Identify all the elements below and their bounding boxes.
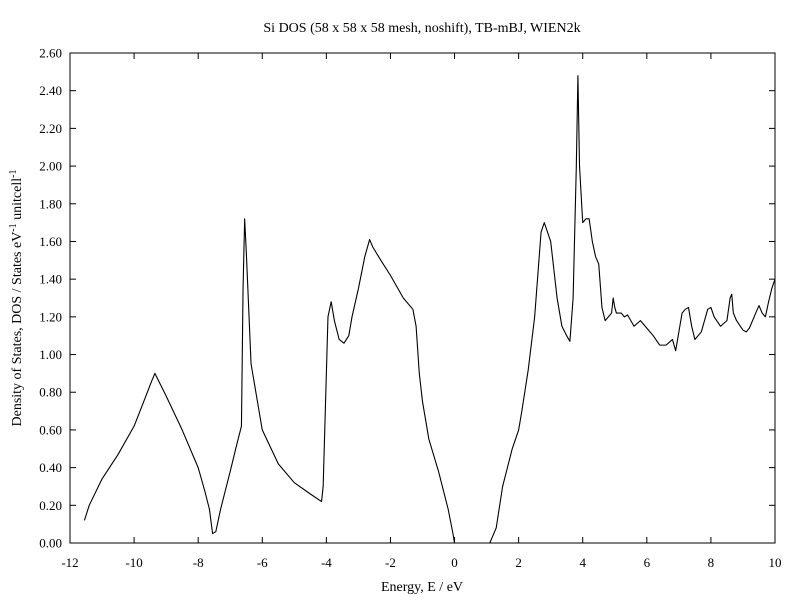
chart-title: Si DOS (58 x 58 x 58 mesh, noshift), TB-… bbox=[263, 21, 580, 36]
x-tick-label: 0 bbox=[451, 555, 458, 570]
plot-area-border bbox=[69, 52, 776, 544]
y-tick-label: 2.20 bbox=[39, 121, 62, 136]
x-axis: -12 -10 -8 -6 -4 -2 0 2 4 6 8 10 bbox=[61, 53, 782, 570]
x-tick-label: 4 bbox=[579, 555, 586, 570]
y-axis-label-sup2: -1 bbox=[8, 169, 19, 177]
y-axis-label-mid: unitcell bbox=[10, 178, 25, 224]
y-tick-label: 1.40 bbox=[39, 272, 62, 287]
x-tick-label: -10 bbox=[125, 555, 142, 570]
x-tick-label: 2 bbox=[515, 555, 522, 570]
x-tick-label: -4 bbox=[321, 555, 332, 570]
plot-frame bbox=[69, 52, 776, 544]
x-tick-label: -8 bbox=[193, 555, 204, 570]
y-tick-label: 1.20 bbox=[39, 309, 62, 324]
y-tick-label: 0.00 bbox=[39, 536, 62, 551]
x-tick-label: -2 bbox=[385, 555, 396, 570]
y-tick-label: 0.20 bbox=[39, 498, 62, 513]
x-tick-label: 8 bbox=[708, 555, 715, 570]
y-tick-label: 0.40 bbox=[39, 460, 62, 475]
y-axis-label: Density of States, DOS / States eV-1 uni… bbox=[8, 169, 26, 426]
y-tick-label: 2.40 bbox=[39, 83, 62, 98]
y-tick-label: 1.00 bbox=[39, 347, 62, 362]
x-tick-label: -6 bbox=[257, 555, 268, 570]
y-tick-label: 1.80 bbox=[39, 196, 62, 211]
y-axis: 0.00 0.20 0.40 0.60 0.80 1.00 1.20 1.40 1.60 1.80… bbox=[39, 46, 775, 551]
x-axis-label: Energy, E / eV bbox=[381, 580, 463, 595]
y-tick-label: 2.00 bbox=[39, 159, 62, 174]
y-tick-label: 0.80 bbox=[39, 385, 62, 400]
y-axis-label-main: Density of States, DOS / States eV bbox=[10, 232, 25, 427]
y-axis-label-sup1: -1 bbox=[8, 223, 19, 231]
x-tick-label: 6 bbox=[644, 555, 651, 570]
x-tick-label: -12 bbox=[61, 555, 78, 570]
y-tick-label: 1.60 bbox=[39, 234, 62, 249]
y-tick-label: 2.60 bbox=[39, 46, 62, 61]
x-tick-label: 10 bbox=[769, 555, 782, 570]
dos-series-line bbox=[83, 75, 776, 544]
y-tick-label: 0.60 bbox=[39, 422, 62, 437]
